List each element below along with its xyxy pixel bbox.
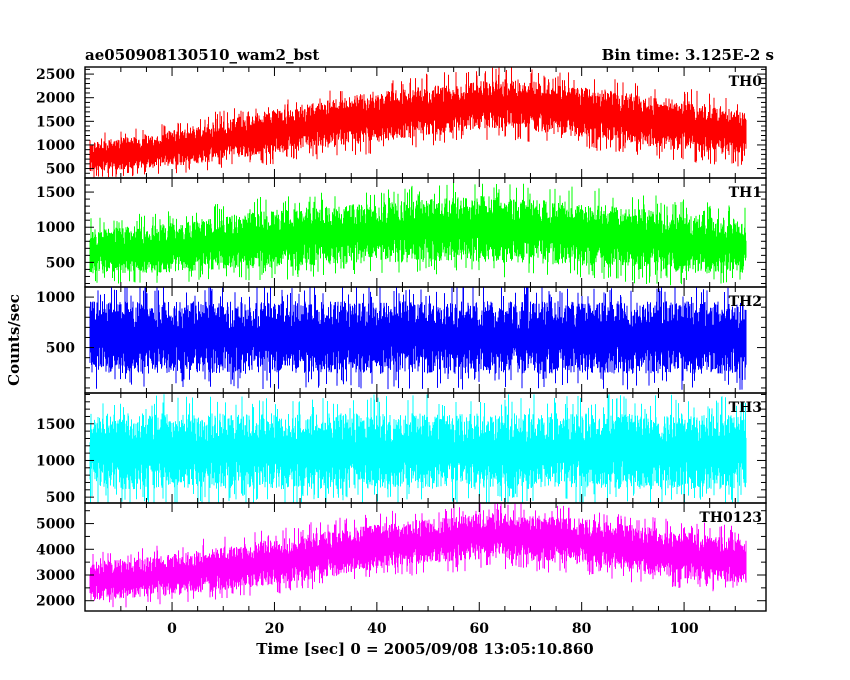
y-tick-label: 2000 <box>36 594 75 610</box>
y-tick-label: 1500 <box>36 417 75 433</box>
x-axis-label: Time [sec] 0 = 2005/09/08 13:05:10.860 <box>256 640 593 658</box>
series-trace-th0 <box>89 67 747 178</box>
x-tick-label: 80 <box>572 621 592 637</box>
series-label-th0123: TH0123 <box>699 510 762 526</box>
x-tick-label: 60 <box>470 621 490 637</box>
panel-frame <box>84 502 767 612</box>
series-label-th1: TH1 <box>729 185 762 201</box>
series-label-th3: TH3 <box>729 400 762 416</box>
y-tick-label: 1000 <box>36 220 75 236</box>
series-label-th2: TH2 <box>729 294 762 310</box>
y-tick-label: 1000 <box>36 453 75 469</box>
y-tick-label: 500 <box>46 341 75 357</box>
x-tick-label: 20 <box>265 621 285 637</box>
series-trace-th1 <box>89 182 747 286</box>
chart-title: ae050908130510_wam2_bst <box>85 46 319 64</box>
y-tick-label: 5000 <box>36 517 75 533</box>
panel-th2: 500 1000 TH2 <box>36 286 767 394</box>
x-tick-label: 40 <box>367 621 387 637</box>
y-tick-label: 1000 <box>36 138 75 154</box>
panel-th0: 500 1000 1500 2000 2500 TH0 <box>36 66 767 179</box>
panel-th1: 500 1000 1500 TH1 <box>36 177 767 288</box>
series-trace-th3 <box>89 394 747 503</box>
y-tick-label: 500 <box>46 255 75 271</box>
x-tick-label: 100 <box>669 621 698 637</box>
y-tick-label: 500 <box>46 162 75 178</box>
y-axis-label: Counts/sec <box>5 294 23 386</box>
series-label-th0: TH0 <box>729 74 763 90</box>
y-tick-label: 500 <box>46 490 75 506</box>
panel-th0123: 2000 3000 4000 5000 TH0123 <box>36 502 767 612</box>
y-tick-label: 2500 <box>36 67 75 83</box>
bin-time-label: Bin time: 3.125E-2 s <box>602 46 774 64</box>
y-tick-label: 1000 <box>36 290 75 306</box>
y-tick-label: 3000 <box>36 568 75 584</box>
panel-th3: 500 1000 1500 TH3 <box>36 392 767 506</box>
y-tick-label: 1500 <box>36 185 75 201</box>
y-tick-label: 1500 <box>36 114 75 130</box>
series-trace-th2 <box>89 287 747 390</box>
series-trace-th0123 <box>89 503 747 608</box>
y-tick-label: 4000 <box>36 542 75 558</box>
y-tick-label: 2000 <box>36 91 75 107</box>
x-tick-label: 0 <box>167 621 177 637</box>
